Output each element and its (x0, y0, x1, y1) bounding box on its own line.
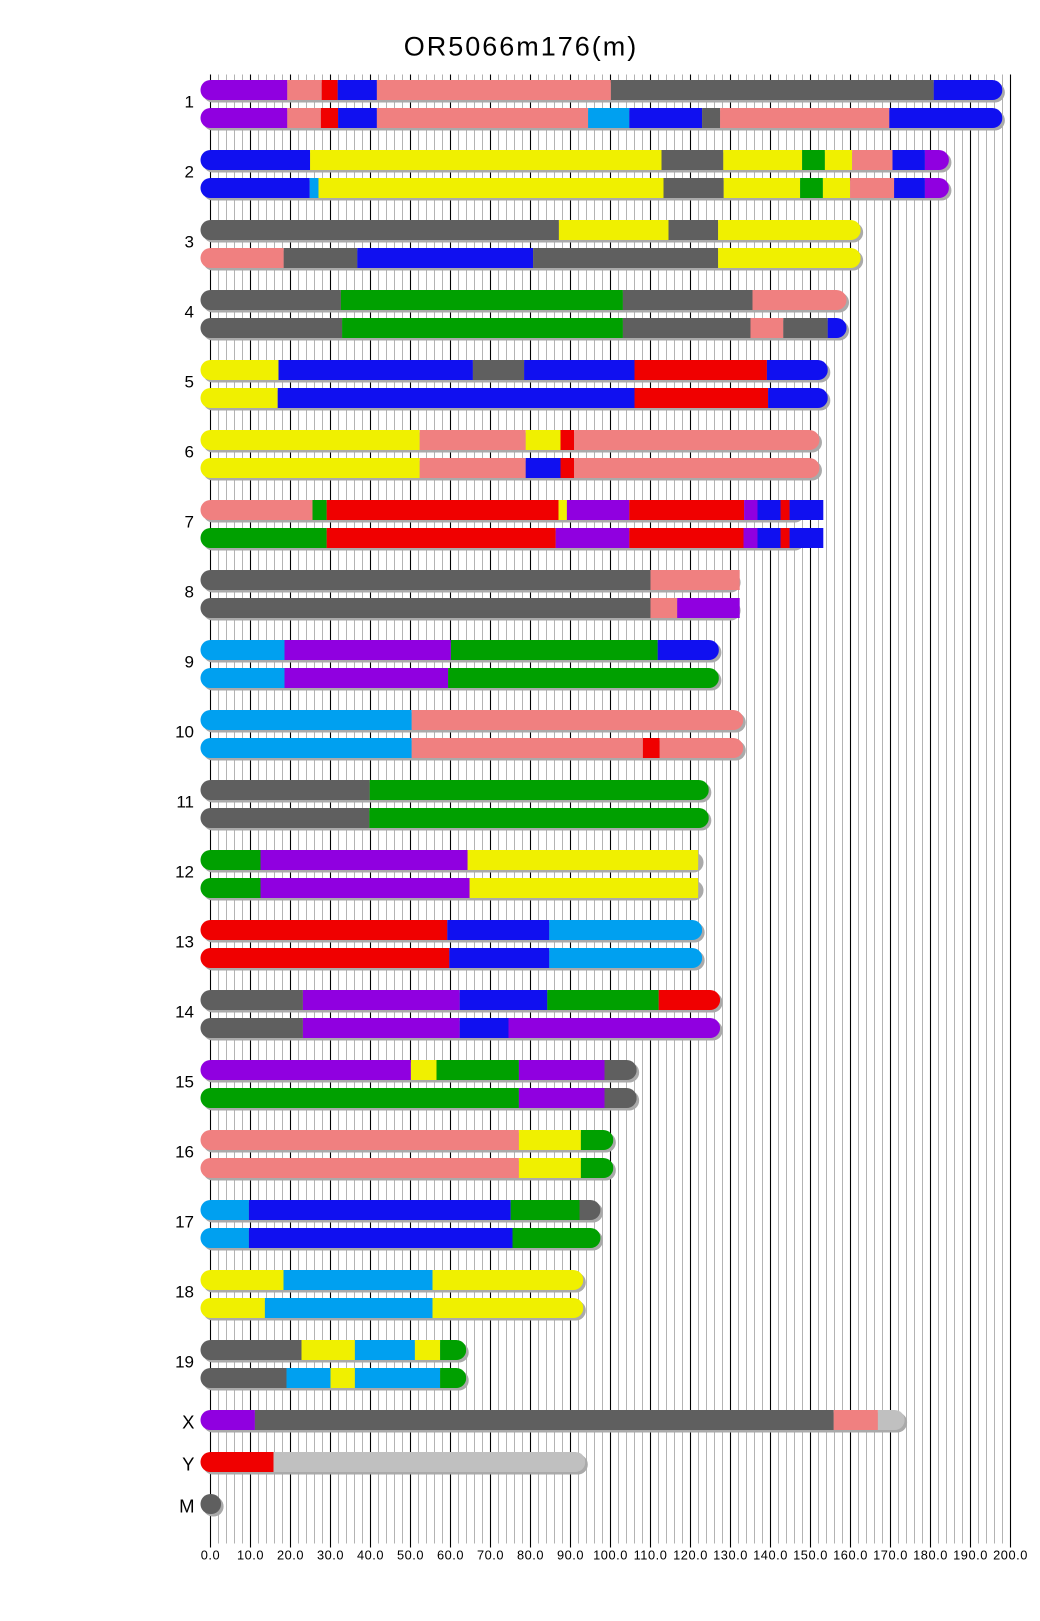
svg-text:OR5066m176(m): OR5066m176(m) (404, 32, 639, 62)
svg-text:50.0: 50.0 (397, 1548, 424, 1563)
svg-text:160.0: 160.0 (833, 1548, 868, 1563)
svg-text:120.0: 120.0 (673, 1548, 708, 1563)
svg-text:2: 2 (185, 163, 194, 182)
svg-text:16: 16 (175, 1143, 194, 1162)
svg-text:5: 5 (185, 373, 194, 392)
svg-text:150.0: 150.0 (793, 1548, 828, 1563)
svg-text:6: 6 (185, 443, 194, 462)
svg-text:0.0: 0.0 (201, 1548, 220, 1563)
svg-text:18: 18 (175, 1283, 194, 1302)
svg-text:9: 9 (185, 653, 194, 672)
svg-text:3: 3 (185, 233, 194, 252)
svg-text:180.0: 180.0 (913, 1548, 948, 1563)
svg-text:100.0: 100.0 (593, 1548, 628, 1563)
svg-text:19: 19 (175, 1353, 194, 1372)
svg-text:140.0: 140.0 (753, 1548, 788, 1563)
svg-text:1: 1 (185, 93, 194, 112)
svg-text:Y: Y (182, 1453, 194, 1474)
svg-text:10.0: 10.0 (237, 1548, 264, 1563)
svg-text:M: M (179, 1495, 194, 1516)
svg-text:10: 10 (175, 723, 194, 742)
svg-text:60.0: 60.0 (437, 1548, 464, 1563)
svg-text:13: 13 (175, 933, 194, 952)
svg-text:15: 15 (175, 1073, 194, 1092)
svg-text:70.0: 70.0 (477, 1548, 504, 1563)
svg-text:30.0: 30.0 (317, 1548, 344, 1563)
svg-text:11: 11 (176, 793, 194, 812)
svg-text:80.0: 80.0 (517, 1548, 544, 1563)
svg-text:7: 7 (185, 513, 194, 532)
svg-text:110.0: 110.0 (634, 1548, 668, 1563)
svg-text:X: X (182, 1411, 194, 1432)
svg-text:190.0: 190.0 (953, 1548, 988, 1563)
svg-text:12: 12 (175, 863, 194, 882)
svg-text:14: 14 (175, 1003, 194, 1022)
svg-text:200.0: 200.0 (993, 1548, 1028, 1563)
svg-text:17: 17 (175, 1213, 194, 1232)
svg-text:8: 8 (185, 583, 194, 602)
svg-text:4: 4 (185, 303, 194, 322)
svg-text:40.0: 40.0 (357, 1548, 384, 1563)
svg-text:20.0: 20.0 (277, 1548, 304, 1563)
svg-text:170.0: 170.0 (873, 1548, 908, 1563)
svg-text:90.0: 90.0 (557, 1548, 584, 1563)
svg-text:130.0: 130.0 (713, 1548, 748, 1563)
